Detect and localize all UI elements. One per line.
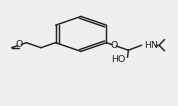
Text: O: O: [16, 40, 23, 49]
Text: HN: HN: [144, 41, 158, 50]
Text: O: O: [110, 41, 117, 50]
Text: HO: HO: [111, 55, 126, 64]
